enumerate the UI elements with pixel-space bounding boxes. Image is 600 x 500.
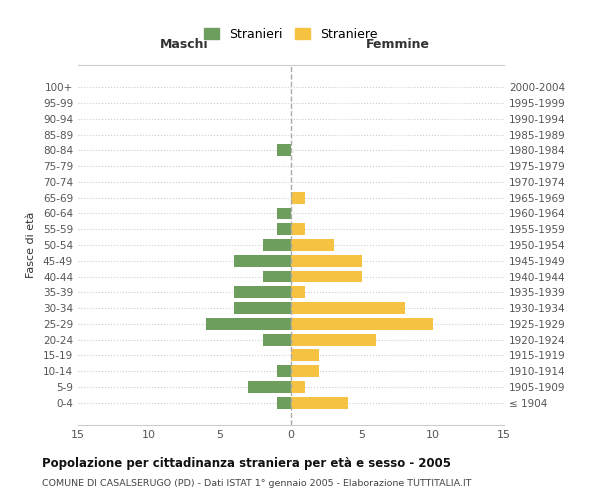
- Bar: [291, 302, 404, 314]
- Bar: [206, 318, 291, 330]
- Text: Femmine: Femmine: [365, 38, 430, 51]
- Bar: [291, 350, 319, 362]
- Bar: [291, 318, 433, 330]
- Text: Popolazione per cittadinanza straniera per età e sesso - 2005: Popolazione per cittadinanza straniera p…: [42, 458, 451, 470]
- Bar: [291, 381, 305, 393]
- Bar: [291, 286, 305, 298]
- Bar: [234, 286, 291, 298]
- Text: COMUNE DI CASALSERUGO (PD) - Dati ISTAT 1° gennaio 2005 - Elaborazione TUTTITALI: COMUNE DI CASALSERUGO (PD) - Dati ISTAT …: [42, 479, 472, 488]
- Bar: [263, 270, 291, 282]
- Bar: [291, 239, 334, 251]
- Bar: [277, 366, 291, 377]
- Bar: [291, 192, 305, 203]
- Y-axis label: Fasce di età: Fasce di età: [26, 212, 36, 278]
- Bar: [263, 239, 291, 251]
- Bar: [291, 397, 348, 408]
- Bar: [234, 255, 291, 266]
- Bar: [277, 224, 291, 235]
- Bar: [263, 334, 291, 345]
- Bar: [277, 397, 291, 408]
- Bar: [291, 224, 305, 235]
- Bar: [277, 208, 291, 220]
- Bar: [234, 302, 291, 314]
- Bar: [291, 270, 362, 282]
- Bar: [291, 366, 319, 377]
- Bar: [248, 381, 291, 393]
- Legend: Stranieri, Straniere: Stranieri, Straniere: [204, 28, 378, 41]
- Bar: [291, 334, 376, 345]
- Bar: [291, 255, 362, 266]
- Bar: [277, 144, 291, 156]
- Text: Maschi: Maschi: [160, 38, 209, 51]
